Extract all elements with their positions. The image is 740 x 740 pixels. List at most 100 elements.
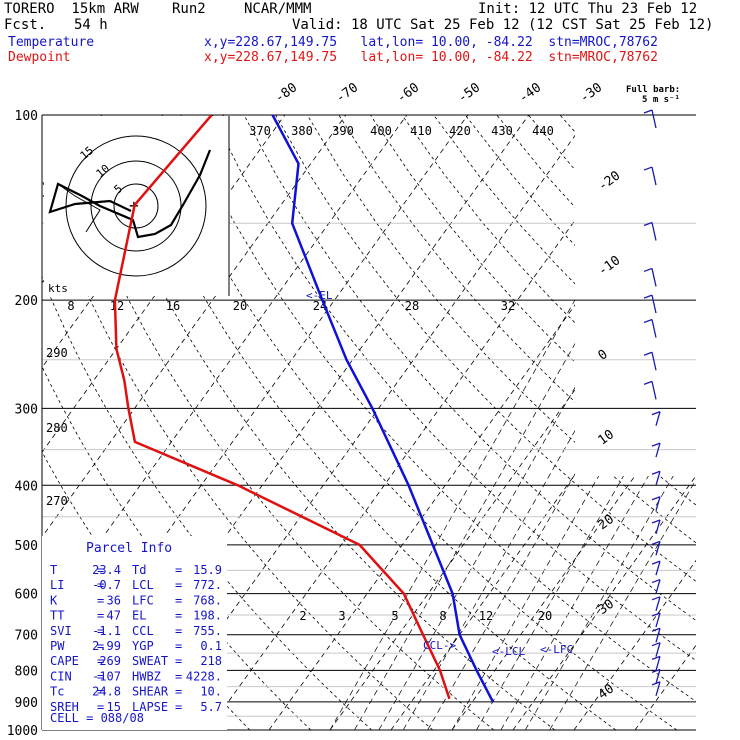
parcel-l1: PW (50, 639, 65, 653)
barb-staff (651, 166, 657, 186)
isotherm-label: -30 (577, 80, 605, 106)
parcel-l2: LCL (132, 578, 154, 592)
sounding-profiles (113, 115, 495, 703)
forecast-label: Fcst. (4, 17, 47, 33)
hodograph-ring (90, 160, 182, 252)
parcel-info-box (42, 536, 227, 730)
theta-label: 280 (46, 421, 68, 435)
parcel-v1: 47 (107, 609, 121, 623)
moist-adiabat (427, 299, 676, 730)
pressure-tick-label: 1000 (7, 724, 38, 739)
parcel-equals: = (97, 578, 104, 592)
moist-adiabat (549, 478, 696, 730)
wind-barb (643, 221, 657, 241)
parcel-l2: Td (132, 563, 146, 577)
theta-label: 410 (410, 124, 432, 138)
barb-flag (651, 470, 661, 475)
wind-barb (643, 351, 657, 371)
barb-flag (643, 221, 653, 227)
parcel-l1: Tc (50, 685, 64, 699)
parcel-v2: 198. (193, 609, 222, 623)
barb-flag (643, 380, 653, 385)
parcel-v1: 36 (107, 593, 121, 607)
isotherm-label: -60 (394, 80, 422, 106)
lfc-marker: <-LFC (540, 643, 573, 656)
parcel-v2: 15.9 (193, 563, 222, 577)
wind-barb (643, 109, 657, 129)
hodograph-panel (44, 116, 229, 296)
valid-time: Valid: 18 UTC Sat 25 Feb 12 (12 CST Sat … (292, 17, 714, 33)
parcel-l1: CAPE (50, 654, 79, 668)
moist-adiabat (524, 436, 696, 730)
hodograph-units: kts (48, 282, 68, 295)
parcel-l2: SWEAT (132, 654, 168, 668)
theta-label: 420 (449, 124, 471, 138)
wind-barb (651, 496, 661, 511)
init-time: Init: 12 UTC Thu 23 Feb 12 (478, 1, 698, 17)
hodograph-trace-thin (57, 183, 101, 233)
barb-staff (655, 442, 661, 458)
barb-flag (651, 442, 661, 447)
wind-barb (651, 470, 661, 486)
wind-barb (651, 560, 661, 576)
parcel-equals: = (175, 685, 182, 699)
parcel-equals: = (175, 563, 182, 577)
barb-staff (655, 560, 661, 576)
parcel-v2: 768. (193, 593, 222, 607)
parcel-equals: = (175, 578, 182, 592)
isotherm-label: -70 (333, 80, 361, 106)
parcel-equals: = (175, 639, 182, 653)
pressure-tick-label: 700 (15, 629, 38, 644)
mixing-ratio-label: 12 (479, 609, 493, 623)
parcel-equals: = (175, 609, 182, 623)
pressure-tick-label: 900 (15, 696, 38, 711)
ccl-marker: CCL-> (423, 639, 456, 652)
temperature-profile (271, 115, 495, 703)
parcel-v2: 755. (193, 624, 222, 638)
theta-label: 370 (249, 124, 271, 138)
isotherm (573, 559, 696, 730)
center-label: NCAR/MMM (244, 1, 312, 17)
barb-staff (655, 579, 661, 594)
parcel-v1: -1.1 (92, 624, 121, 638)
parcel-equals: = (175, 700, 182, 714)
mixing-ratio-label: 8 (439, 609, 446, 623)
parcel-v1: 2.99 (92, 639, 121, 653)
barb-staff (651, 109, 657, 129)
moist-adiabat (354, 299, 601, 730)
barb-flag (651, 496, 661, 501)
mixing-ratio-label: 16 (166, 299, 180, 313)
parcel-l1: K (50, 593, 58, 607)
parcel-l1: TT (50, 609, 64, 623)
pressure-tick-label: 400 (15, 479, 38, 494)
parcel-l1: T (50, 563, 57, 577)
barb-staff (655, 496, 661, 511)
mixing-ratio-label: 2 (299, 609, 306, 623)
temperature-location: x,y=228.67,149.75 lat,lon= 10.00, -84.22… (204, 35, 658, 50)
parcel-l2: CCL (132, 624, 154, 638)
pressure-tick-label: 100 (15, 109, 38, 124)
wind-legend-title: Full barb: (626, 85, 680, 95)
hodograph-trace (48, 149, 212, 239)
barb-staff (655, 411, 661, 426)
isotherm-label: -50 (455, 80, 483, 106)
barb-flag (643, 267, 653, 273)
parcel-v2: 218 (200, 654, 222, 668)
barb-flag (651, 540, 661, 545)
parcel-equals: = (97, 685, 104, 699)
parcel-v1: 23.4 (92, 563, 121, 577)
barb-staff (651, 295, 657, 314)
parcel-v1: 24.8 (92, 685, 121, 699)
pressure-tick-label: 500 (15, 539, 38, 554)
barb-staff (655, 596, 661, 611)
parcel-v1: 269 (99, 654, 121, 668)
isotherm (329, 220, 696, 730)
barb-flag (651, 668, 661, 674)
parcel-l2: LFC (132, 593, 154, 607)
barb-flag (651, 596, 661, 601)
barb-flag (651, 578, 661, 584)
moist-adiabat (476, 349, 696, 730)
